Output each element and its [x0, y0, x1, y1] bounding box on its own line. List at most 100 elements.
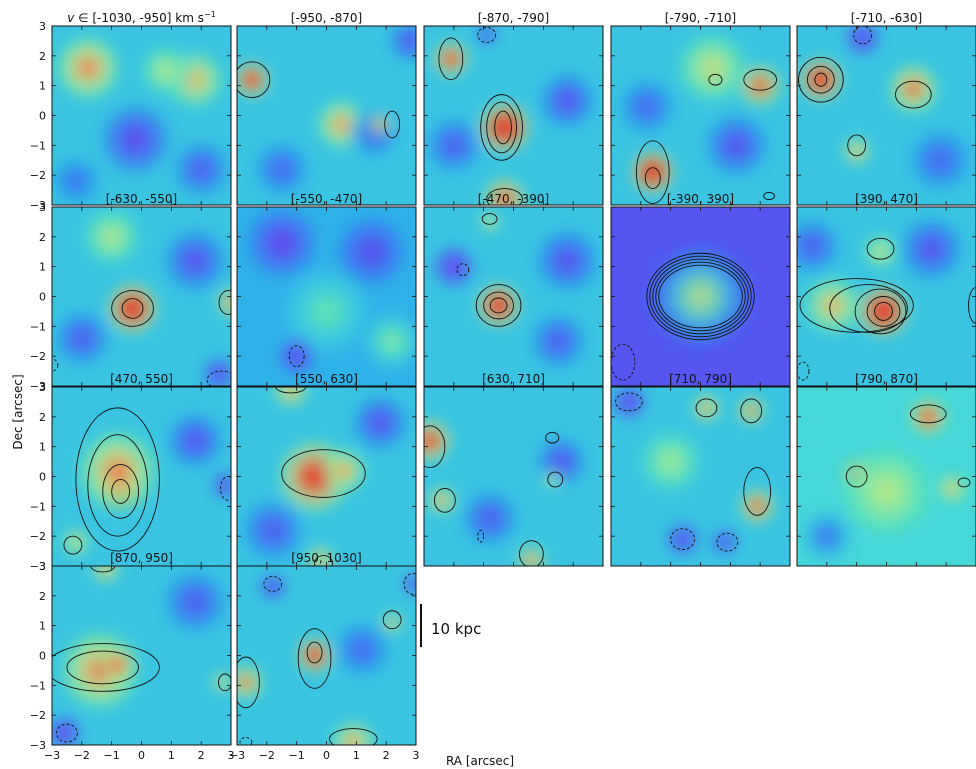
positive-contour [218, 290, 231, 315]
panel-16: −3 −2 −1 0 1 2 3 [950, 1030] [229, 551, 420, 762]
positive-contour [652, 258, 749, 335]
y-tick-label: 1 [39, 620, 46, 633]
y-tick-label: −2 [30, 169, 46, 182]
x-tick-label: −1 [104, 749, 120, 762]
emission-blob [876, 247, 886, 257]
positive-contour [635, 140, 670, 204]
scale-bar-label: 10 kpc [431, 620, 481, 638]
x-tick-label: −1 [289, 749, 305, 762]
y-tick-label: 3 [39, 560, 46, 573]
positive-contour [845, 465, 868, 488]
emission-blob [550, 477, 555, 482]
positive-contour [547, 471, 564, 488]
negative-contour [670, 528, 695, 551]
emission-blob [126, 130, 145, 149]
emission-blob [907, 82, 920, 95]
emission-blob [446, 54, 456, 64]
positive-contour [854, 288, 907, 335]
panel-title: [710, 790] [669, 372, 732, 386]
emission-blob [194, 162, 209, 177]
emission-blob [126, 302, 139, 315]
emission-blob [79, 59, 96, 76]
negative-contour [477, 529, 485, 543]
emission-blob [404, 35, 416, 47]
negative-contour [456, 263, 470, 277]
positive-contour [306, 641, 323, 664]
positive-contour [874, 302, 893, 321]
scale-bar: 10 kpc [420, 604, 481, 647]
positive-contour [743, 68, 778, 91]
positive-contour [483, 291, 514, 320]
negative-contour [615, 392, 643, 412]
positive-contour [743, 467, 772, 516]
panel-title: [-790, -710] [665, 11, 736, 25]
panel-11: [550, 630] [236, 372, 417, 567]
panel-title: [630, 710] [482, 372, 545, 386]
negative-contour [477, 27, 497, 43]
emission-blob [554, 455, 568, 468]
panel-title: [790, 870] [855, 372, 918, 386]
panel-title: [550, 630] [295, 372, 358, 386]
y-tick-label: −3 [30, 199, 46, 212]
emission-blob [747, 407, 755, 415]
y-tick-label: −3 [30, 739, 46, 752]
x-tick-label: −3 [44, 749, 60, 762]
emission-blob [241, 677, 251, 687]
panel-2: [-870, -790] [423, 11, 604, 206]
positive-contour [708, 73, 723, 86]
x-tick-label: 1 [353, 749, 360, 762]
panel-title: [870, 950] [110, 551, 173, 565]
panel-title: [-550, -470] [291, 192, 362, 206]
y-tick-label: 0 [39, 110, 46, 123]
x-tick-label: 2 [198, 749, 205, 762]
emission-blob [187, 593, 204, 610]
panel-4: [-710, -630] [796, 11, 976, 206]
emission-blob [662, 453, 679, 470]
emission-blob [102, 566, 110, 573]
positive-contour [545, 431, 560, 444]
x-tick-label: −2 [259, 749, 275, 762]
emission-blob [923, 240, 940, 257]
positive-contour [438, 37, 464, 81]
positive-contour [494, 110, 512, 145]
emission-blob [498, 121, 511, 134]
emission-blob [316, 556, 325, 564]
emission-blob [74, 331, 89, 346]
x-tick-label: 0 [323, 749, 330, 762]
y-tick-label: 2 [39, 231, 46, 244]
positive-contour [121, 298, 144, 319]
y-tick-label: 3 [39, 201, 46, 214]
y-tick-label: 3 [39, 20, 46, 33]
negative-contour [239, 737, 253, 745]
emission-blob [221, 481, 229, 490]
emission-blob [347, 736, 359, 745]
y-tick-label: −1 [30, 320, 46, 333]
panel-title: [-470, -390] [478, 192, 549, 206]
emission-blob [305, 467, 324, 486]
negative-contour [263, 575, 283, 592]
negative-contour [206, 370, 231, 386]
emission-blob [499, 193, 510, 205]
y-tick-label: 2 [39, 411, 46, 424]
emission-blob [377, 121, 383, 128]
positive-contour [649, 255, 752, 338]
emission-blob [527, 556, 535, 564]
positive-contour [763, 192, 775, 201]
positive-contour [489, 297, 508, 314]
positive-contour [968, 287, 976, 324]
panel-6: [-550, -470] [236, 192, 417, 387]
negative-contour [611, 343, 636, 381]
emission-blob [373, 415, 388, 430]
emission-blob [362, 242, 381, 261]
positive-contour [384, 110, 401, 139]
panel-title: [470, 550] [110, 372, 173, 386]
positive-contour [909, 404, 947, 424]
emission-blob [264, 522, 281, 539]
emission-blob [107, 460, 128, 481]
positive-contour [90, 566, 116, 573]
panel-title: [390, 470] [855, 192, 918, 206]
emission-blob [825, 298, 840, 313]
y-tick-label: −1 [30, 139, 46, 152]
y-tick-label: −2 [30, 350, 46, 363]
positive-contour [297, 628, 332, 689]
